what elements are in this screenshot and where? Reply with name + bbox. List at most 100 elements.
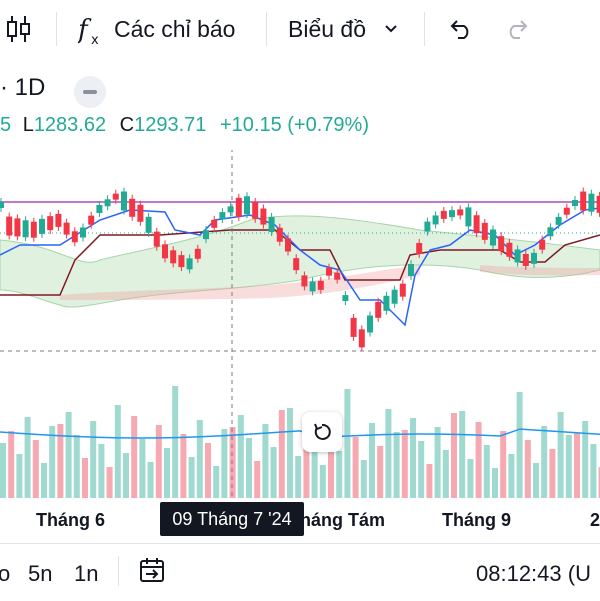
volume-bar bbox=[114, 405, 121, 498]
volume-bar bbox=[196, 420, 203, 498]
candle-body bbox=[481, 222, 488, 240]
cloud-area-red bbox=[60, 265, 420, 300]
volume-bar bbox=[82, 458, 88, 498]
candle-body bbox=[399, 283, 406, 297]
candle-body bbox=[268, 217, 275, 232]
volume-bar bbox=[442, 450, 449, 498]
volume-bar bbox=[434, 427, 441, 498]
redo-icon[interactable] bbox=[504, 18, 530, 45]
volume-bar bbox=[451, 413, 457, 498]
candle-body bbox=[309, 281, 316, 292]
candle-body bbox=[186, 258, 193, 270]
candle-body bbox=[39, 218, 45, 234]
ichimoku-cloud bbox=[0, 215, 600, 308]
candle-body bbox=[162, 244, 168, 259]
volume-bar bbox=[508, 454, 515, 498]
bottom-bar bbox=[0, 543, 600, 601]
collapse-legend-button[interactable] bbox=[74, 76, 106, 108]
candle-body bbox=[211, 219, 218, 228]
candle-body bbox=[473, 215, 480, 234]
candle-body bbox=[153, 231, 160, 247]
volume-bar bbox=[90, 421, 97, 498]
range-5y-button[interactable]: 5n bbox=[28, 561, 53, 586]
volume-bar bbox=[41, 463, 47, 498]
volume-bar bbox=[336, 451, 343, 498]
candle-body bbox=[30, 221, 37, 238]
toolbar-divider bbox=[56, 12, 57, 46]
volume-bar bbox=[106, 467, 113, 498]
candle-body bbox=[424, 221, 431, 232]
volume-bar bbox=[459, 411, 466, 498]
volume-bar bbox=[213, 466, 220, 498]
candle-body bbox=[547, 227, 554, 237]
chart-type-button[interactable]: Biểu đồ bbox=[288, 16, 367, 42]
candle-body bbox=[465, 207, 472, 227]
volume-bar bbox=[229, 427, 236, 498]
indicators-button[interactable]: Các chỉ báo bbox=[114, 16, 236, 42]
volume-bar bbox=[352, 437, 359, 498]
volume-bar bbox=[8, 431, 15, 498]
volume-bar bbox=[131, 416, 138, 498]
volume-bar bbox=[549, 449, 556, 498]
candle-body bbox=[539, 239, 546, 250]
volume-bar bbox=[65, 412, 72, 498]
candle-body bbox=[301, 275, 308, 287]
volume-bar bbox=[164, 448, 170, 498]
calendar-arrow-icon[interactable] bbox=[138, 556, 166, 589]
chevron-down-icon[interactable] bbox=[383, 22, 399, 40]
candle-body bbox=[80, 227, 86, 238]
candle-body bbox=[449, 210, 455, 218]
candle-body bbox=[178, 255, 185, 268]
candle-body bbox=[408, 264, 414, 276]
volume-bar bbox=[574, 433, 580, 498]
change-value: +10.15 (+0.79%) bbox=[219, 114, 369, 136]
volume-ma-line bbox=[0, 428, 600, 439]
candle-body bbox=[129, 198, 136, 217]
candle-body bbox=[244, 196, 250, 215]
candle-body bbox=[137, 204, 144, 222]
candlestick-icon[interactable] bbox=[6, 14, 32, 49]
svg-text:x: x bbox=[91, 33, 99, 46]
candle-body bbox=[227, 206, 234, 213]
volume-bar bbox=[598, 467, 600, 498]
candle-body bbox=[0, 202, 4, 208]
symbol-interval[interactable]: · 1D bbox=[0, 74, 46, 101]
candle-body bbox=[432, 215, 439, 225]
range-1y-button[interactable]: 1n bbox=[74, 561, 99, 586]
x-label-september: Tháng 9 bbox=[442, 510, 512, 530]
candle-body bbox=[367, 315, 373, 333]
x-label-next: 2 bbox=[590, 510, 600, 530]
candles bbox=[0, 187, 600, 352]
low-value: 1283.62 bbox=[33, 114, 107, 136]
candle-body bbox=[457, 209, 464, 216]
volume-bar bbox=[205, 443, 211, 498]
candle-body bbox=[6, 216, 13, 236]
volume-bar bbox=[155, 425, 162, 498]
candle-body bbox=[14, 218, 21, 237]
volume-bar bbox=[123, 453, 129, 498]
range-button[interactable]: o bbox=[0, 561, 11, 586]
volume-bar bbox=[500, 431, 507, 498]
toolbar-divider bbox=[424, 12, 425, 46]
candle-body bbox=[47, 216, 54, 231]
candle-body bbox=[317, 280, 324, 290]
candle-body bbox=[514, 249, 521, 263]
undo-icon[interactable] bbox=[448, 18, 474, 45]
reset-chart-button[interactable] bbox=[302, 412, 342, 452]
cloud-area-red bbox=[480, 265, 600, 276]
candle-body bbox=[580, 191, 587, 211]
volume-bar bbox=[410, 418, 416, 498]
volume-bar bbox=[0, 443, 6, 498]
volume-bar bbox=[344, 389, 351, 498]
cloud-area-green bbox=[0, 215, 600, 308]
candle-body bbox=[375, 301, 382, 318]
volume-bar bbox=[516, 392, 523, 498]
price-chart[interactable] bbox=[0, 150, 600, 500]
volume-bar bbox=[73, 435, 80, 498]
candle-body bbox=[490, 229, 496, 246]
fx-icon[interactable]: f x bbox=[76, 14, 104, 51]
volume-bar bbox=[180, 434, 187, 498]
candle-body bbox=[391, 289, 398, 304]
candle-body bbox=[285, 238, 291, 252]
volume-bar bbox=[590, 444, 597, 498]
